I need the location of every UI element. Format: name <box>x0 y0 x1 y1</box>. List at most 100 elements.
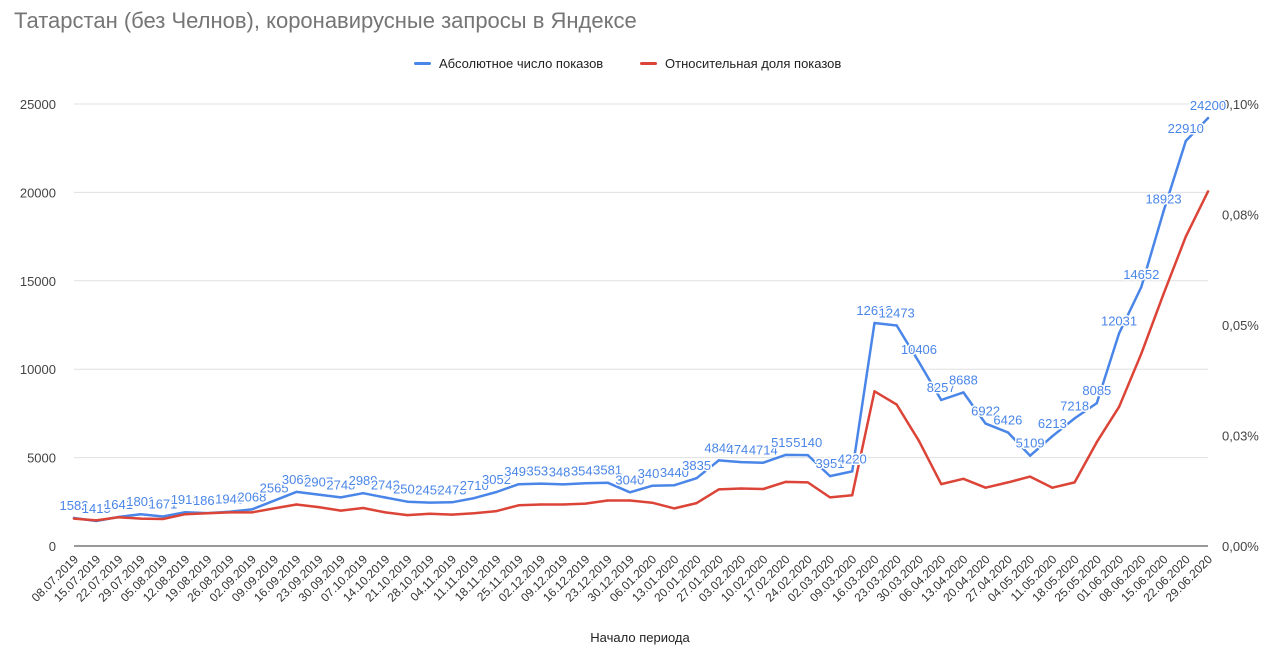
data-point <box>361 492 365 495</box>
data-label: 3062 <box>282 472 311 487</box>
data-point <box>1184 139 1188 143</box>
data-label: 8257 <box>927 380 956 395</box>
data-point <box>739 460 743 464</box>
data-point <box>317 505 320 509</box>
data-point <box>72 517 76 520</box>
data-label: 3440 <box>660 465 689 480</box>
x-tick-label: 13.04.2020 <box>918 552 971 605</box>
x-tick-label: 27.01.2020 <box>674 552 727 605</box>
data-point <box>650 484 654 487</box>
data-point <box>117 516 120 519</box>
data-point <box>339 509 342 512</box>
data-point <box>495 490 498 494</box>
data-label: 2068 <box>237 489 266 504</box>
data-point <box>361 506 365 510</box>
data-label: 1861 <box>193 493 222 508</box>
data-point <box>717 459 720 462</box>
data-point <box>1117 332 1121 335</box>
data-point <box>206 512 209 515</box>
x-tick-label: 25.05.2020 <box>1052 552 1105 605</box>
gridlines <box>74 103 1208 547</box>
y-tick-label: 15000 <box>20 274 56 289</box>
data-point <box>673 507 676 510</box>
data-point <box>695 477 698 480</box>
data-label: 18923 <box>1145 191 1181 206</box>
data-point <box>206 511 209 515</box>
x-tick-label: 18.05.2020 <box>1029 552 1082 605</box>
data-point <box>95 519 98 522</box>
data-point <box>1006 481 1010 484</box>
data-point <box>161 515 165 518</box>
data-label: 24200 <box>1190 98 1226 113</box>
series-lines <box>72 116 1210 523</box>
data-label: 2473 <box>438 482 467 497</box>
data-label: 3581 <box>593 463 622 478</box>
data-point <box>762 487 765 491</box>
x-tick-label: 13.01.2020 <box>629 552 682 605</box>
data-label: 2456 <box>415 483 444 498</box>
series-line-1 <box>72 190 1210 522</box>
data-point <box>806 481 809 484</box>
data-point <box>450 513 454 516</box>
data-point <box>228 510 231 513</box>
x-tick-label: 05.08.2019 <box>118 552 171 605</box>
legend: Абсолютное число показов Относительная д… <box>0 56 1280 76</box>
legend-swatch-red <box>640 62 657 65</box>
data-point <box>695 501 698 505</box>
data-label: 3040 <box>615 472 644 487</box>
data-point <box>428 501 431 504</box>
data-point <box>517 504 520 507</box>
x-tick-label: 12.08.2019 <box>140 552 193 605</box>
data-point <box>317 493 320 496</box>
data-point <box>873 390 876 393</box>
data-label: 2503 <box>393 482 422 497</box>
x-tick-label: 06.01.2020 <box>607 552 660 605</box>
x-tick-label: 11.11.2019 <box>430 552 481 603</box>
data-point <box>606 481 609 484</box>
data-point <box>1206 190 1210 193</box>
data-point <box>517 483 520 486</box>
data-label: 2907 <box>304 475 333 490</box>
y-axis-right: 0,00% 0,03% 0,05% 0,08% 0,10% <box>1222 97 1259 554</box>
x-tick-label: 20.04.2020 <box>940 552 993 605</box>
data-point <box>295 490 298 494</box>
x-tick-label: 25.11.2019 <box>474 552 526 604</box>
data-point <box>851 494 854 497</box>
data-point <box>1117 405 1121 408</box>
data-label: 4714 <box>749 443 778 458</box>
x-tick-label: 28.10.2019 <box>385 552 438 605</box>
x-tick-label: 23.03.2020 <box>851 552 904 605</box>
data-point <box>428 512 431 515</box>
data-point <box>784 453 787 457</box>
x-tick-label: 22.07.2019 <box>73 552 126 605</box>
legend-label-relative: Относительная доля показов <box>665 56 842 71</box>
data-label: 8688 <box>949 372 978 387</box>
data-point <box>1051 486 1054 489</box>
data-label: 5150 <box>771 435 800 450</box>
x-tick-label: 09.12.2019 <box>518 552 571 605</box>
data-point <box>940 398 943 402</box>
data-point <box>739 487 743 490</box>
data-label: 2989 <box>349 473 378 488</box>
data-point <box>1028 454 1032 457</box>
data-point <box>984 422 987 425</box>
legend-item-relative[interactable]: Относительная доля показов <box>640 56 841 71</box>
data-label: 1415 <box>82 501 111 516</box>
data-label: 2710 <box>460 478 489 493</box>
data-point <box>1095 440 1099 444</box>
x-tick-label: 04.05.2020 <box>985 552 1038 605</box>
x-tick-label: 09.09.2019 <box>229 552 282 605</box>
data-label: 22910 <box>1168 121 1204 136</box>
legend-item-absolute[interactable]: Абсолютное число показов <box>414 56 603 71</box>
data-point <box>606 499 609 502</box>
x-tick-label: 23.09.2019 <box>273 552 326 605</box>
data-point <box>117 515 120 519</box>
x-axis-title: Начало периода <box>590 630 690 645</box>
x-tick-label: 29.06.2020 <box>1163 552 1216 605</box>
data-point <box>1162 210 1165 213</box>
data-point <box>339 496 342 499</box>
x-tick-label: 07.10.2019 <box>318 552 371 605</box>
data-point <box>584 502 587 505</box>
y-tick-label: 10000 <box>20 362 56 377</box>
x-tick-label: 14.10.2019 <box>340 552 393 605</box>
